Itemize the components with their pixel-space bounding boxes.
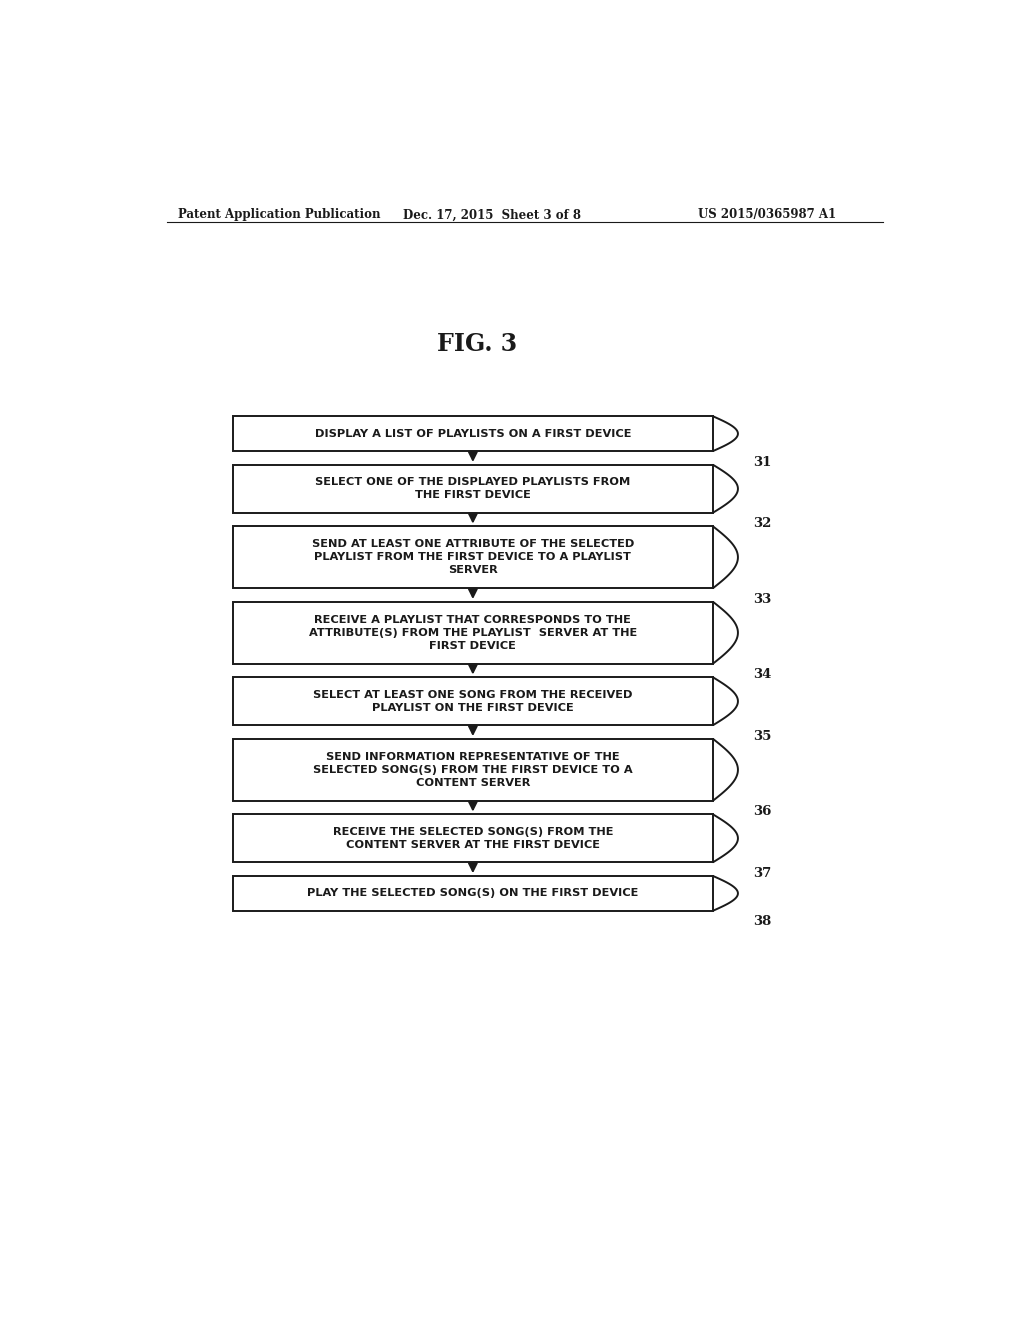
FancyBboxPatch shape: [232, 677, 713, 725]
Text: 37: 37: [754, 867, 772, 880]
FancyBboxPatch shape: [232, 876, 713, 911]
Text: FIG. 3: FIG. 3: [436, 331, 517, 355]
Text: RECEIVE A PLAYLIST THAT CORRESPONDS TO THE
ATTRIBUTE(S) FROM THE PLAYLIST  SERVE: RECEIVE A PLAYLIST THAT CORRESPONDS TO T…: [309, 615, 637, 651]
FancyBboxPatch shape: [232, 465, 713, 512]
Text: US 2015/0365987 A1: US 2015/0365987 A1: [697, 209, 836, 222]
Text: 35: 35: [754, 730, 772, 743]
FancyBboxPatch shape: [232, 602, 713, 664]
Text: 36: 36: [754, 805, 772, 818]
Text: Patent Application Publication: Patent Application Publication: [178, 209, 381, 222]
Text: SEND INFORMATION REPRESENTATIVE OF THE
SELECTED SONG(S) FROM THE FIRST DEVICE TO: SEND INFORMATION REPRESENTATIVE OF THE S…: [313, 752, 633, 788]
Text: 32: 32: [754, 517, 772, 531]
Text: SEND AT LEAST ONE ATTRIBUTE OF THE SELECTED
PLAYLIST FROM THE FIRST DEVICE TO A : SEND AT LEAST ONE ATTRIBUTE OF THE SELEC…: [311, 540, 634, 576]
FancyBboxPatch shape: [232, 814, 713, 862]
Text: 34: 34: [754, 668, 772, 681]
FancyBboxPatch shape: [232, 739, 713, 800]
Text: 31: 31: [754, 455, 772, 469]
FancyBboxPatch shape: [232, 416, 713, 451]
Text: SELECT AT LEAST ONE SONG FROM THE RECEIVED
PLAYLIST ON THE FIRST DEVICE: SELECT AT LEAST ONE SONG FROM THE RECEIV…: [313, 690, 633, 713]
Text: DISPLAY A LIST OF PLAYLISTS ON A FIRST DEVICE: DISPLAY A LIST OF PLAYLISTS ON A FIRST D…: [314, 429, 631, 438]
Text: PLAY THE SELECTED SONG(S) ON THE FIRST DEVICE: PLAY THE SELECTED SONG(S) ON THE FIRST D…: [307, 888, 639, 899]
Text: 33: 33: [754, 593, 772, 606]
Text: Dec. 17, 2015  Sheet 3 of 8: Dec. 17, 2015 Sheet 3 of 8: [403, 209, 582, 222]
FancyBboxPatch shape: [232, 527, 713, 589]
Text: 38: 38: [754, 915, 772, 928]
Text: RECEIVE THE SELECTED SONG(S) FROM THE
CONTENT SERVER AT THE FIRST DEVICE: RECEIVE THE SELECTED SONG(S) FROM THE CO…: [333, 826, 613, 850]
Text: SELECT ONE OF THE DISPLAYED PLAYLISTS FROM
THE FIRST DEVICE: SELECT ONE OF THE DISPLAYED PLAYLISTS FR…: [315, 478, 631, 500]
